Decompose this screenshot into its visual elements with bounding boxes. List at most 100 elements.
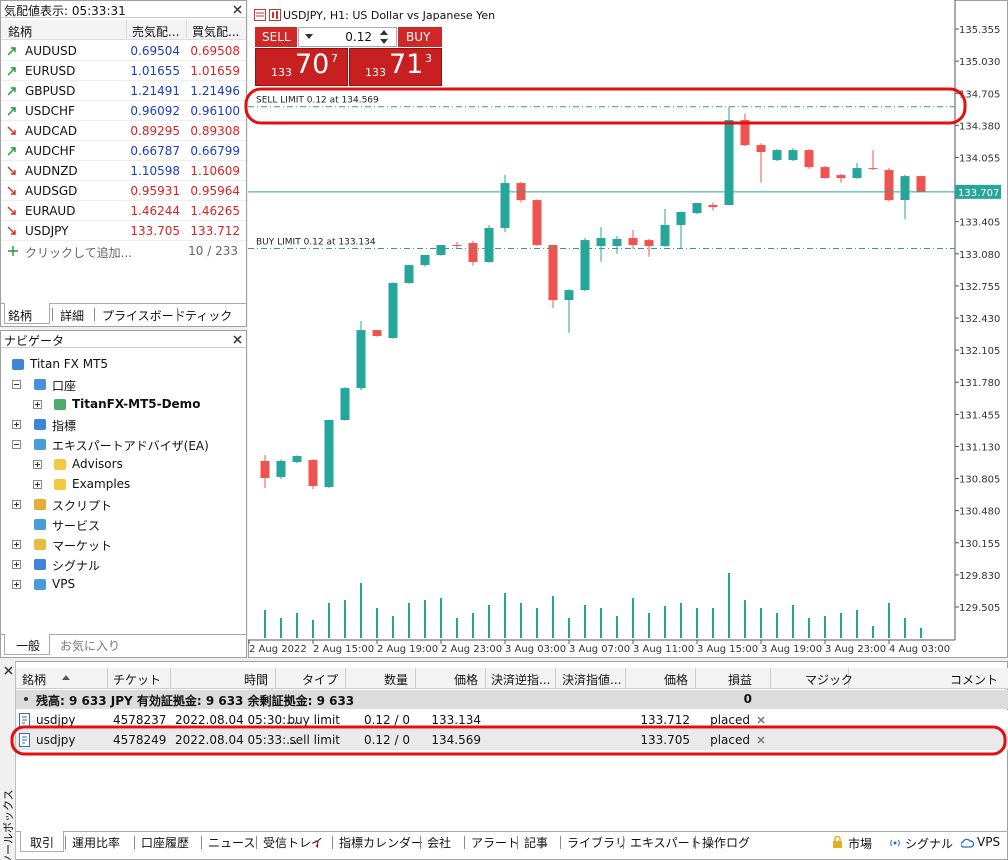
y-tick-label: 131.130 — [959, 442, 1000, 453]
tab-strip — [1, 634, 246, 635]
tab[interactable]: 指標カレンダー — [339, 836, 424, 850]
quote-row[interactable] — [1, 81, 246, 101]
bid: 1.21491 — [130, 84, 180, 98]
chart: 135.355 135.030 134.705 134.380 134.055 133.7… — [248, 0, 1001, 655]
candle-body — [420, 254, 430, 266]
candle-body — [676, 212, 686, 226]
column-header[interactable]: タイプ — [301, 673, 338, 687]
quote-row[interactable] — [1, 161, 246, 181]
col-sep — [345, 668, 346, 689]
col-sep — [555, 668, 556, 689]
symbol: GBPUSD — [25, 84, 76, 98]
quote-row[interactable] — [1, 41, 246, 61]
bid: 0.69504 — [130, 44, 180, 58]
tab[interactable]: 一般 — [16, 639, 41, 653]
column-header[interactable]: 価格 — [663, 673, 688, 687]
badge: 7 — [314, 840, 320, 850]
lot-spinner — [380, 30, 388, 44]
column-header[interactable]: 損益 — [727, 673, 752, 687]
tab-strip — [16, 831, 1008, 832]
symbol: AUDUSD — [25, 44, 77, 58]
column-header[interactable]: 決済指値... — [562, 673, 622, 687]
tab-sep — [623, 836, 624, 849]
quote-row[interactable] — [1, 181, 246, 201]
y-tick-label: 130.805 — [959, 475, 1000, 486]
status-item[interactable]: 市場 — [848, 837, 873, 851]
tab[interactable]: ティック — [185, 309, 233, 323]
sell-button[interactable] — [255, 27, 297, 47]
buy-button[interactable] — [398, 27, 442, 47]
tree-item[interactable]: エキスパートアドバイザ(EA) — [52, 439, 209, 453]
status-item[interactable]: シグナル — [905, 837, 954, 851]
tree-item[interactable]: Titan FX MT5 — [30, 357, 109, 371]
tab[interactable]: 取引 — [30, 836, 55, 850]
tree-item[interactable]: Examples — [72, 477, 131, 491]
trend-arrow — [7, 67, 16, 76]
quote-row[interactable] — [1, 141, 246, 161]
tree-item[interactable]: TitanFX-MT5-Demo — [72, 397, 201, 411]
tree-item[interactable]: サービス — [52, 519, 101, 533]
price-box[interactable] — [255, 48, 348, 86]
status-item[interactable]: VPS — [977, 835, 1001, 849]
candle-body — [340, 388, 350, 420]
column-header[interactable]: 数量 — [383, 673, 408, 687]
tree-item[interactable]: マーケット — [52, 539, 113, 553]
candle-body — [724, 120, 734, 206]
tab[interactable]: 口座履歴 — [141, 836, 190, 850]
trend-arrow — [7, 107, 16, 116]
tree-item[interactable]: 口座 — [52, 379, 77, 393]
column-header[interactable]: 銘柄 — [22, 673, 47, 687]
column-header[interactable]: 時間 — [243, 673, 268, 687]
candle-body — [356, 330, 366, 389]
column-header[interactable]: 決済逆指... — [491, 673, 551, 687]
order-cell: 133.712 — [640, 713, 690, 727]
col-sep — [695, 668, 696, 689]
candle-body — [452, 245, 462, 247]
tree-item[interactable]: Advisors — [72, 457, 123, 471]
status-icon — [890, 839, 900, 847]
tree-item[interactable]: シグナル — [52, 559, 101, 573]
tab[interactable]: 受信トレイ — [263, 836, 324, 850]
tab[interactable]: 詳細 — [60, 309, 85, 323]
order-cell: placed — [710, 713, 750, 727]
tab[interactable]: 記事 — [524, 836, 549, 850]
trend-arrow — [7, 226, 16, 235]
tab[interactable]: プライスボード — [102, 309, 186, 323]
lot-value[interactable]: 0.12 — [345, 30, 372, 44]
quote-row[interactable] — [1, 201, 246, 221]
ask: 0.66799 — [190, 144, 240, 158]
trend-arrow — [7, 206, 16, 215]
tab[interactable]: エキスパート — [630, 836, 702, 850]
tab[interactable]: 運用比率 — [72, 836, 121, 850]
column-header[interactable]: コメント — [949, 673, 998, 687]
tab[interactable]: 銘柄 — [8, 309, 33, 323]
candle-body — [548, 245, 558, 301]
tab[interactable]: ライブラリ — [567, 836, 628, 850]
tab[interactable]: 会社 — [427, 836, 452, 850]
y-tick-label: 135.030 — [959, 57, 1000, 68]
quote-row[interactable] — [1, 121, 246, 141]
candle-body — [804, 150, 814, 168]
tab[interactable]: アラート — [471, 836, 520, 850]
tree-item[interactable]: 指標 — [52, 419, 77, 433]
column-header[interactable]: チケット — [113, 673, 162, 687]
tree-icon — [54, 459, 66, 470]
order-cell: 4578249 — [113, 733, 167, 747]
tree-toggle — [33, 460, 42, 469]
tree-icon — [34, 419, 46, 430]
tab[interactable]: ニュース — [208, 836, 256, 850]
column-header[interactable]: マジック — [805, 673, 854, 687]
tab[interactable]: お気に入り — [60, 639, 121, 653]
tab[interactable]: 操作ログ — [702, 836, 751, 850]
add-symbol[interactable]: クリックして追加... — [25, 246, 133, 260]
tree-icon — [34, 539, 46, 550]
price-box[interactable] — [349, 48, 442, 86]
bid: 0.96092 — [130, 104, 180, 118]
quote-row[interactable] — [1, 221, 246, 241]
column-header[interactable]: 価格 — [453, 673, 478, 687]
column-header: 買気配... — [192, 25, 240, 39]
quote-row[interactable] — [1, 61, 246, 81]
tree-item[interactable]: VPS — [52, 577, 76, 591]
tree-item[interactable]: スクリプト — [52, 499, 113, 513]
quote-row[interactable] — [1, 101, 246, 121]
